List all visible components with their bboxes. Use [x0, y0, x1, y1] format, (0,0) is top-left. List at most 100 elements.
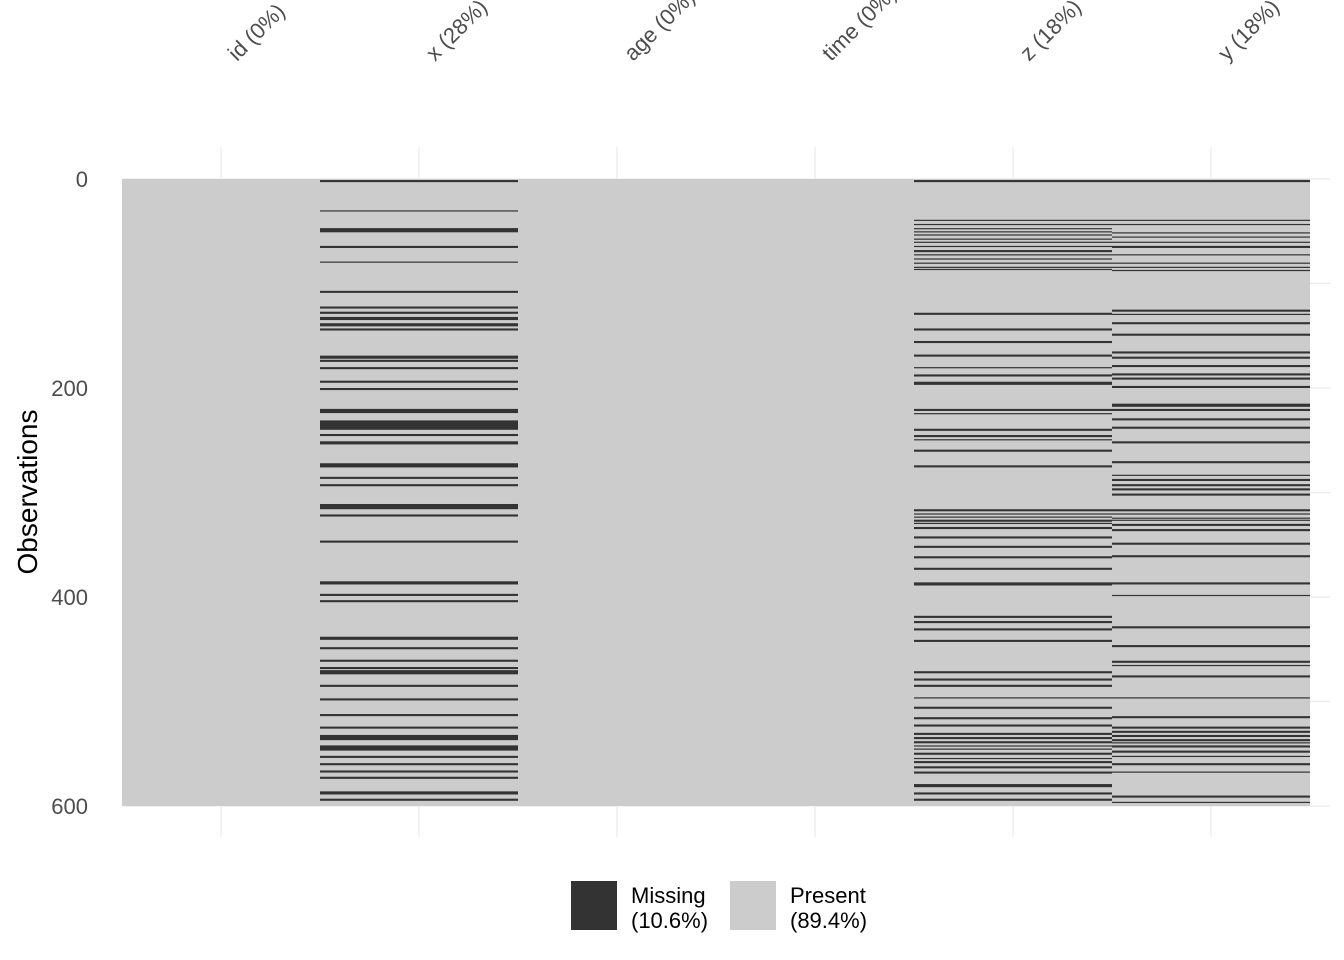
missing-tile — [914, 367, 1112, 369]
legend-item-present: Present(89.4%) — [730, 881, 867, 933]
missing-tile — [320, 463, 518, 468]
missing-tile — [320, 667, 518, 670]
legend-swatch — [571, 881, 617, 930]
legend-swatch — [730, 881, 776, 930]
legend-label: Present — [790, 883, 866, 908]
missing-tile — [1112, 523, 1310, 526]
y-tick-label: 600 — [51, 794, 88, 819]
column-age — [518, 179, 716, 806]
missing-tile — [320, 306, 518, 309]
missing-tile — [914, 745, 1112, 747]
missing-tile — [1112, 513, 1310, 515]
missing-tile — [320, 180, 518, 183]
missing-tile — [914, 671, 1112, 674]
column-label-time: time (0%) — [817, 0, 901, 66]
present-tile-z — [914, 179, 1112, 806]
missing-tile — [914, 628, 1112, 631]
missing-tile — [320, 698, 518, 701]
missing-tile — [320, 484, 518, 487]
missing-tile — [914, 250, 1112, 253]
missing-tile — [914, 513, 1112, 515]
column-x — [320, 179, 518, 806]
missing-tile — [1112, 529, 1310, 532]
missing-tile — [1112, 365, 1310, 368]
missing-tile — [320, 581, 518, 585]
missing-tile — [1112, 461, 1310, 464]
missing-tile — [320, 380, 518, 383]
missing-tile — [320, 714, 518, 717]
column-label-z: z (18%) — [1015, 0, 1086, 66]
missing-tile — [914, 706, 1112, 709]
missing-tile — [1112, 241, 1310, 243]
column-label-y: y (18%) — [1213, 0, 1284, 66]
missing-tile — [914, 268, 1112, 271]
missing-tile — [914, 223, 1112, 226]
missing-tile — [914, 374, 1112, 377]
missing-tile — [1112, 262, 1310, 264]
missing-tile — [914, 509, 1112, 512]
missing-tile — [1112, 488, 1310, 491]
missing-tile — [1112, 309, 1310, 312]
missing-tile — [914, 724, 1112, 727]
missing-tile — [1112, 223, 1310, 226]
missing-tile — [914, 761, 1112, 764]
missing-tile — [914, 234, 1112, 236]
missing-tile — [320, 228, 518, 233]
missing-tile — [914, 262, 1112, 264]
tile-layer — [122, 179, 1310, 806]
missing-tile — [320, 755, 518, 758]
missing-tile — [914, 245, 1112, 248]
missing-tile — [1112, 478, 1310, 482]
missing-tile — [914, 792, 1112, 795]
missing-tile — [914, 381, 1112, 385]
present-tile-time — [716, 179, 914, 806]
missing-tile — [1112, 675, 1310, 678]
missing-tile — [1112, 697, 1310, 699]
missing-tile — [1112, 730, 1310, 733]
missing-tile — [914, 180, 1112, 183]
missing-tile — [320, 441, 518, 445]
missing-tile — [914, 258, 1112, 260]
missing-tile — [320, 636, 518, 640]
missing-tile — [1112, 582, 1310, 585]
present-tile-y — [1112, 179, 1310, 806]
y-tick-label: 0 — [76, 167, 88, 192]
missing-tile — [320, 791, 518, 795]
missing-tile — [320, 734, 518, 741]
missing-tile — [320, 503, 518, 510]
missing-tile — [1112, 322, 1310, 325]
missing-tile — [914, 516, 1112, 518]
missing-tile — [914, 748, 1112, 750]
missing-tile — [320, 476, 518, 479]
missing-tile — [1112, 426, 1310, 429]
missing-tile — [1112, 236, 1310, 238]
missing-tile — [320, 798, 518, 801]
missing-tile — [320, 763, 518, 766]
missing-tile — [1112, 745, 1310, 748]
missing-tile — [914, 408, 1112, 411]
missing-tile — [914, 639, 1112, 642]
column-z — [914, 179, 1112, 806]
missing-tile — [1112, 484, 1310, 487]
missing-tile — [1112, 254, 1310, 256]
missing-tile — [914, 732, 1112, 735]
missing-tile — [1112, 594, 1310, 597]
legend: Missing(10.6%) Present(89.4%) — [571, 881, 867, 933]
missing-tile — [914, 678, 1112, 681]
missing-tile — [1112, 750, 1310, 753]
missing-tile — [1112, 245, 1310, 248]
missing-tile — [320, 593, 518, 596]
y-axis-title: Observations — [12, 410, 43, 575]
missing-tile — [320, 600, 518, 603]
missing-tile — [914, 526, 1112, 530]
missing-tile — [1112, 266, 1310, 268]
y-tick-label: 400 — [51, 585, 88, 610]
missing-tile — [1112, 385, 1310, 388]
missing-tile — [914, 684, 1112, 687]
missing-tile — [1112, 493, 1310, 496]
missing-tile — [320, 647, 518, 650]
missing-tile — [1112, 474, 1310, 476]
missing-tile — [1112, 771, 1310, 773]
missing-tile — [320, 770, 518, 773]
